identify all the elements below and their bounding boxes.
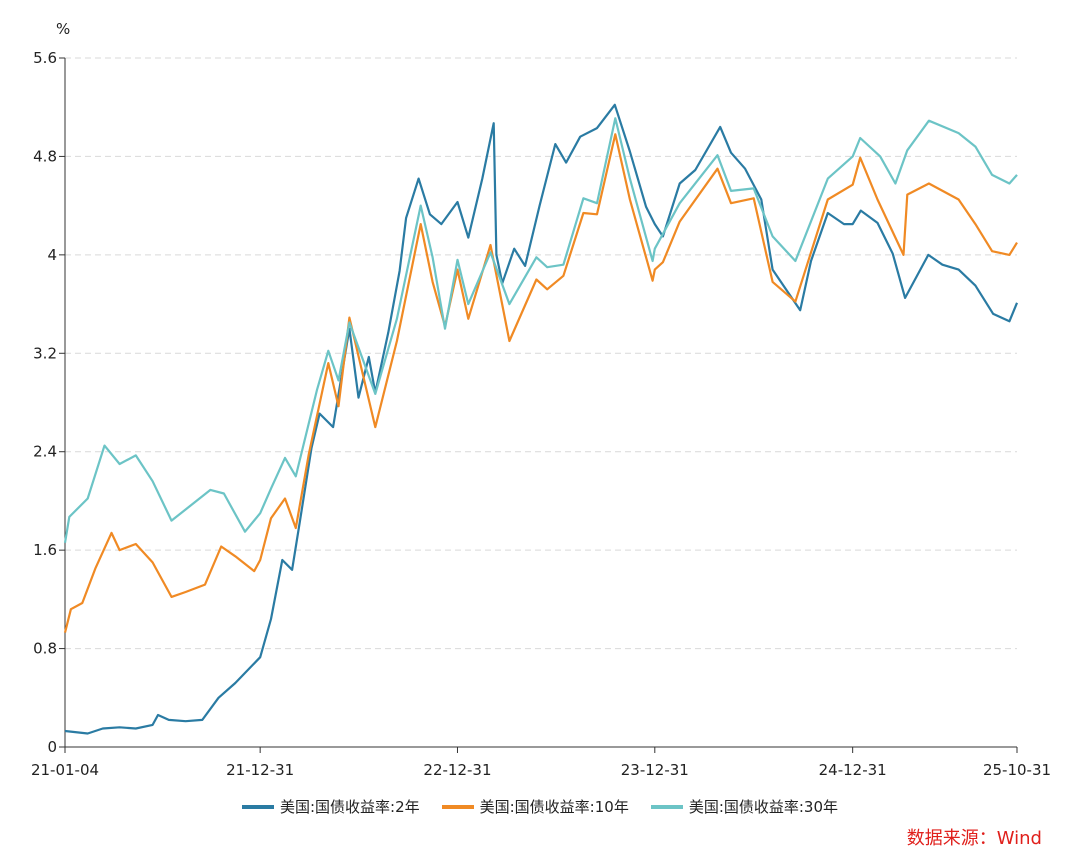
- y-tick-label: 0: [47, 738, 57, 756]
- legend-item-10y[interactable]: 美国:国债收益率:10年: [441, 796, 629, 817]
- legend-item-2y[interactable]: 美国:国债收益率:2年: [241, 796, 420, 817]
- legend: 美国:国债收益率:2年 美国:国债收益率:10年 美国:国债收益率:30年: [0, 796, 1080, 817]
- y-unit-label: %: [56, 20, 70, 38]
- series-line-1: [63, 133, 1018, 633]
- y-tick-label: 2.4: [33, 443, 57, 461]
- line-chart: % 0 0.8 1.6 2.4 3.2 4 4.8 5.6 21-01-04 21-12-31 22-…: [31, 20, 1051, 779]
- legend-label-10y: 美国:国债收益率:10年: [479, 798, 629, 816]
- legend-item-30y[interactable]: 美国:国债收益率:30年: [650, 796, 839, 817]
- x-tick-label: 25-10-31: [983, 761, 1051, 779]
- legend-label-2y: 美国:国债收益率:2年: [279, 798, 420, 816]
- series-line-2: [63, 117, 1018, 543]
- x-tick-label: 23-12-31: [621, 761, 689, 779]
- x-tick-label: 22-12-31: [423, 761, 491, 779]
- legend-swatch-10y: [441, 804, 474, 809]
- y-tick-label: 3.2: [33, 344, 57, 362]
- y-tick-label: 1.6: [33, 541, 57, 559]
- y-tick-label: 0.8: [33, 640, 57, 658]
- y-tick-label: 5.6: [33, 49, 57, 67]
- legend-label-30y: 美国:国债收益率:30年: [688, 798, 839, 816]
- x-tick-label: 21-01-04: [31, 761, 99, 779]
- y-tick-label: 4.8: [33, 147, 57, 165]
- y-tick-label: 4: [47, 246, 57, 264]
- legend-swatch-30y: [650, 804, 683, 809]
- x-tick-label: 24-12-31: [819, 761, 887, 779]
- source-note: 数据来源：Wind: [906, 828, 1042, 849]
- series-line-0: [64, 103, 1019, 735]
- legend-swatch-2y: [241, 804, 274, 809]
- x-tick-label: 21-12-31: [226, 761, 294, 779]
